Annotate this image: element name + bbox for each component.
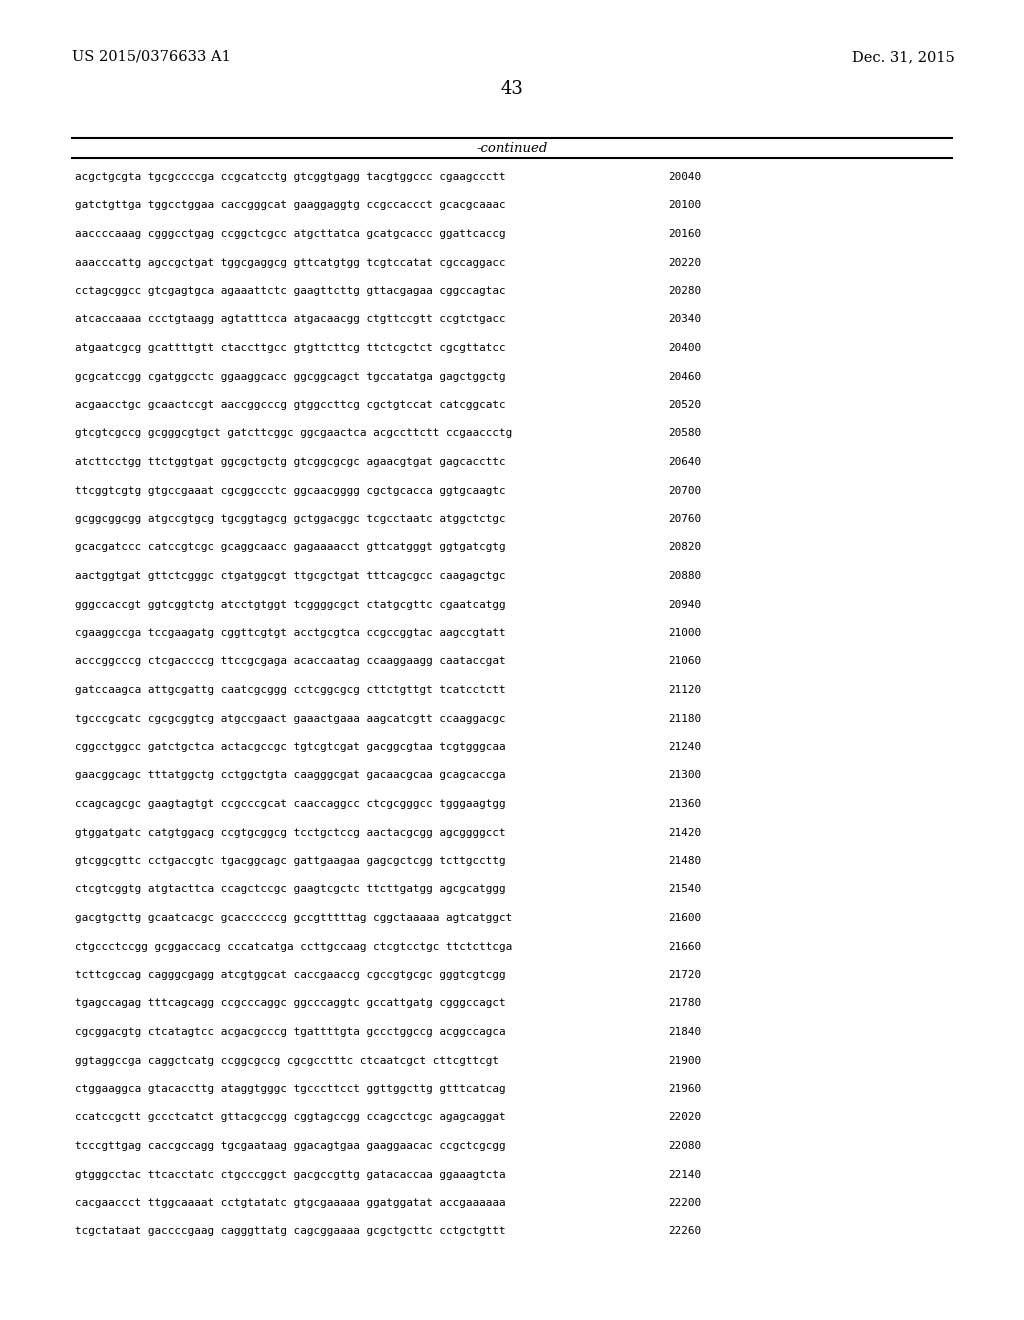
Text: atgaatcgcg gcattttgtt ctaccttgcc gtgttcttcg ttctcgctct cgcgttatcc: atgaatcgcg gcattttgtt ctaccttgcc gtgttct… [75,343,506,352]
Text: gaacggcagc tttatggctg cctggctgta caagggcgat gacaacgcaa gcagcaccga: gaacggcagc tttatggctg cctggctgta caagggc… [75,771,506,780]
Text: 21540: 21540 [668,884,701,895]
Text: tgagccagag tttcagcagg ccgcccaggc ggcccaggtc gccattgatg cgggccagct: tgagccagag tttcagcagg ccgcccaggc ggcccag… [75,998,506,1008]
Text: 43: 43 [501,81,523,98]
Text: gtggatgatc catgtggacg ccgtgcggcg tcctgctccg aactacgcgg agcggggcct: gtggatgatc catgtggacg ccgtgcggcg tcctgct… [75,828,506,837]
Text: ctggaaggca gtacaccttg ataggtgggc tgcccttcct ggttggcttg gtttcatcag: ctggaaggca gtacaccttg ataggtgggc tgccctt… [75,1084,506,1094]
Text: 20220: 20220 [668,257,701,268]
Text: 21660: 21660 [668,941,701,952]
Text: 20460: 20460 [668,371,701,381]
Text: 20340: 20340 [668,314,701,325]
Text: Dec. 31, 2015: Dec. 31, 2015 [852,50,955,63]
Text: atcaccaaaa ccctgtaagg agtatttcca atgacaacgg ctgttccgtt ccgtctgacc: atcaccaaaa ccctgtaagg agtatttcca atgacaa… [75,314,506,325]
Text: gtcgtcgccg gcgggcgtgct gatcttcggc ggcgaactca acgccttctt ccgaaccctg: gtcgtcgccg gcgggcgtgct gatcttcggc ggcgaa… [75,429,512,438]
Text: 20520: 20520 [668,400,701,411]
Text: 20880: 20880 [668,572,701,581]
Text: 22140: 22140 [668,1170,701,1180]
Text: 21960: 21960 [668,1084,701,1094]
Text: 20040: 20040 [668,172,701,182]
Text: 20760: 20760 [668,513,701,524]
Text: 21900: 21900 [668,1056,701,1065]
Text: 21000: 21000 [668,628,701,638]
Text: 21180: 21180 [668,714,701,723]
Text: cgaaggccga tccgaagatg cggttcgtgt acctgcgtca ccgccggtac aagccgtatt: cgaaggccga tccgaagatg cggttcgtgt acctgcg… [75,628,506,638]
Text: 21840: 21840 [668,1027,701,1038]
Text: 20820: 20820 [668,543,701,553]
Text: aactggtgat gttctcgggc ctgatggcgt ttgcgctgat tttcagcgcc caagagctgc: aactggtgat gttctcgggc ctgatggcgt ttgcgct… [75,572,506,581]
Text: tgcccgcatc cgcgcggtcg atgccgaact gaaactgaaa aagcatcgtt ccaaggacgc: tgcccgcatc cgcgcggtcg atgccgaact gaaactg… [75,714,506,723]
Text: 21120: 21120 [668,685,701,696]
Text: 22200: 22200 [668,1199,701,1208]
Text: ccagcagcgc gaagtagtgt ccgcccgcat caaccaggcc ctcgcgggcc tgggaagtgg: ccagcagcgc gaagtagtgt ccgcccgcat caaccag… [75,799,506,809]
Text: 21360: 21360 [668,799,701,809]
Text: 20580: 20580 [668,429,701,438]
Text: 20160: 20160 [668,228,701,239]
Text: 20700: 20700 [668,486,701,495]
Text: aaccccaaag cgggcctgag ccggctcgcc atgcttatca gcatgcaccc ggattcaccg: aaccccaaag cgggcctgag ccggctcgcc atgctta… [75,228,506,239]
Text: gtgggcctac ttcacctatc ctgcccggct gacgccgttg gatacaccaa ggaaagtcta: gtgggcctac ttcacctatc ctgcccggct gacgccg… [75,1170,506,1180]
Text: 20400: 20400 [668,343,701,352]
Text: 22080: 22080 [668,1140,701,1151]
Text: cgcggacgtg ctcatagtcc acgacgcccg tgattttgta gccctggccg acggccagca: cgcggacgtg ctcatagtcc acgacgcccg tgatttt… [75,1027,506,1038]
Text: tcgctataat gaccccgaag cagggttatg cagcggaaaa gcgctgcttc cctgctgttt: tcgctataat gaccccgaag cagggttatg cagcgga… [75,1226,506,1237]
Text: cctagcggcc gtcgagtgca agaaattctc gaagttcttg gttacgagaa cggccagtac: cctagcggcc gtcgagtgca agaaattctc gaagttc… [75,286,506,296]
Text: ctcgtcggtg atgtacttca ccagctccgc gaagtcgctc ttcttgatgg agcgcatggg: ctcgtcggtg atgtacttca ccagctccgc gaagtcg… [75,884,506,895]
Text: gcacgatccc catccgtcgc gcaggcaacc gagaaaacct gttcatgggt ggtgatcgtg: gcacgatccc catccgtcgc gcaggcaacc gagaaaa… [75,543,506,553]
Text: 21720: 21720 [668,970,701,979]
Text: ccatccgctt gccctcatct gttacgccgg cggtagccgg ccagcctcgc agagcaggat: ccatccgctt gccctcatct gttacgccgg cggtagc… [75,1113,506,1122]
Text: 20100: 20100 [668,201,701,210]
Text: US 2015/0376633 A1: US 2015/0376633 A1 [72,50,230,63]
Text: 20280: 20280 [668,286,701,296]
Text: ctgccctccgg gcggaccacg cccatcatga ccttgccaag ctcgtcctgc ttctcttcga: ctgccctccgg gcggaccacg cccatcatga ccttgc… [75,941,512,952]
Text: 21600: 21600 [668,913,701,923]
Text: gtcggcgttc cctgaccgtc tgacggcagc gattgaagaa gagcgctcgg tcttgccttg: gtcggcgttc cctgaccgtc tgacggcagc gattgaa… [75,855,506,866]
Text: cggcctggcc gatctgctca actacgccgc tgtcgtcgat gacggcgtaa tcgtgggcaa: cggcctggcc gatctgctca actacgccgc tgtcgtc… [75,742,506,752]
Text: 21060: 21060 [668,656,701,667]
Text: aaacccattg agccgctgat tggcgaggcg gttcatgtgg tcgtccatat cgccaggacc: aaacccattg agccgctgat tggcgaggcg gttcatg… [75,257,506,268]
Text: 21300: 21300 [668,771,701,780]
Text: 20640: 20640 [668,457,701,467]
Text: 21480: 21480 [668,855,701,866]
Text: -continued: -continued [476,143,548,154]
Text: acgctgcgta tgcgccccga ccgcatcctg gtcggtgagg tacgtggccc cgaagccctt: acgctgcgta tgcgccccga ccgcatcctg gtcggtg… [75,172,506,182]
Text: 20940: 20940 [668,599,701,610]
Text: 21240: 21240 [668,742,701,752]
Text: 22260: 22260 [668,1226,701,1237]
Text: 21420: 21420 [668,828,701,837]
Text: ttcggtcgtg gtgccgaaat cgcggccctc ggcaacgggg cgctgcacca ggtgcaagtc: ttcggtcgtg gtgccgaaat cgcggccctc ggcaacg… [75,486,506,495]
Text: gggccaccgt ggtcggtctg atcctgtggt tcggggcgct ctatgcgttc cgaatcatgg: gggccaccgt ggtcggtctg atcctgtggt tcggggc… [75,599,506,610]
Text: gcgcatccgg cgatggcctc ggaaggcacc ggcggcagct tgccatatga gagctggctg: gcgcatccgg cgatggcctc ggaaggcacc ggcggca… [75,371,506,381]
Text: cacgaaccct ttggcaaaat cctgtatatc gtgcgaaaaa ggatggatat accgaaaaaa: cacgaaccct ttggcaaaat cctgtatatc gtgcgaa… [75,1199,506,1208]
Text: tcttcgccag cagggcgagg atcgtggcat caccgaaccg cgccgtgcgc gggtcgtcgg: tcttcgccag cagggcgagg atcgtggcat caccgaa… [75,970,506,979]
Text: gacgtgcttg gcaatcacgc gcaccccccg gccgtttttag cggctaaaaa agtcatggct: gacgtgcttg gcaatcacgc gcaccccccg gccgttt… [75,913,512,923]
Text: atcttcctgg ttctggtgat ggcgctgctg gtcggcgcgc agaacgtgat gagcaccttc: atcttcctgg ttctggtgat ggcgctgctg gtcggcg… [75,457,506,467]
Text: tcccgttgag caccgccagg tgcgaataag ggacagtgaa gaaggaacac ccgctcgcgg: tcccgttgag caccgccagg tgcgaataag ggacagt… [75,1140,506,1151]
Text: 21780: 21780 [668,998,701,1008]
Text: 22020: 22020 [668,1113,701,1122]
Text: ggtaggccga caggctcatg ccggcgccg cgcgcctttc ctcaatcgct cttcgttcgt: ggtaggccga caggctcatg ccggcgccg cgcgcctt… [75,1056,499,1065]
Text: acgaacctgc gcaactccgt aaccggcccg gtggccttcg cgctgtccat catcggcatc: acgaacctgc gcaactccgt aaccggcccg gtggcct… [75,400,506,411]
Text: gatccaagca attgcgattg caatcgcggg cctcggcgcg cttctgttgt tcatcctctt: gatccaagca attgcgattg caatcgcggg cctcggc… [75,685,506,696]
Text: gcggcggcgg atgccgtgcg tgcggtagcg gctggacggc tcgcctaatc atggctctgc: gcggcggcgg atgccgtgcg tgcggtagcg gctggac… [75,513,506,524]
Text: gatctgttga tggcctggaa caccgggcat gaaggaggtg ccgccaccct gcacgcaaac: gatctgttga tggcctggaa caccgggcat gaaggag… [75,201,506,210]
Text: acccggcccg ctcgaccccg ttccgcgaga acaccaatag ccaaggaagg caataccgat: acccggcccg ctcgaccccg ttccgcgaga acaccaa… [75,656,506,667]
